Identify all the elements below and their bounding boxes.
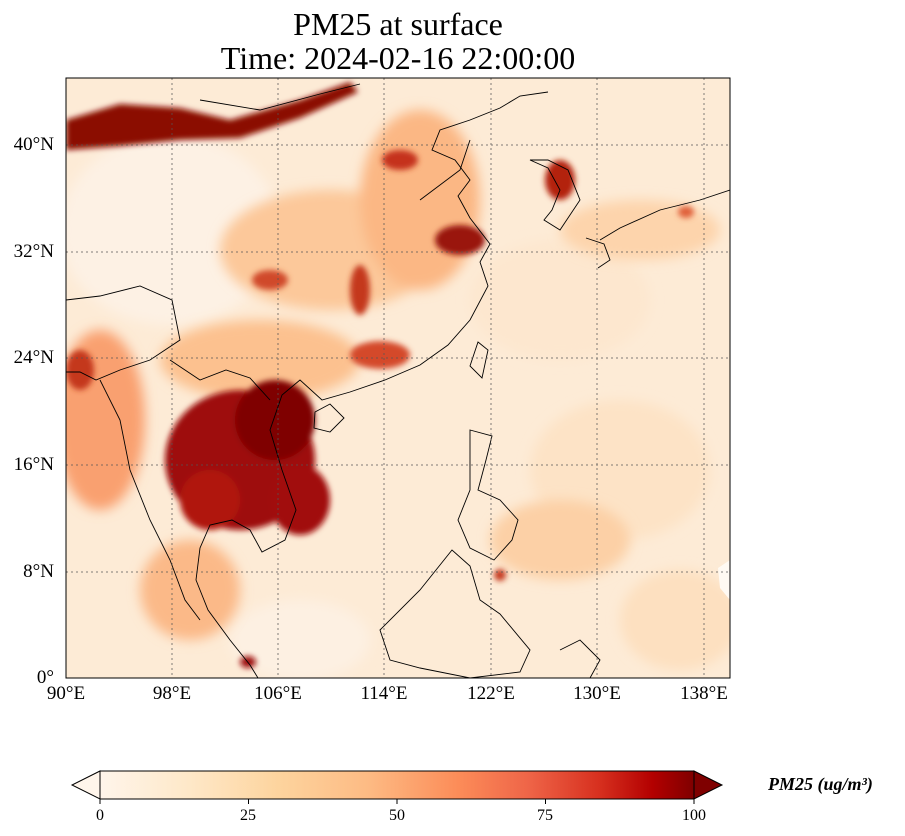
lat-label-40: 40°N <box>13 134 54 155</box>
lon-label-122: 122°E <box>467 683 515 704</box>
colorbar-label-50: 50 <box>389 807 405 824</box>
colorbar-label-0: 0 <box>96 807 104 824</box>
colorbar <box>70 770 724 804</box>
colorbar-label-75: 75 <box>537 807 553 824</box>
no-data-patch <box>718 560 730 600</box>
lat-label-8: 8°N <box>23 561 54 582</box>
pm25-field <box>66 78 730 678</box>
colorbar-extend-high <box>693 770 724 800</box>
lat-label-16: 16°N <box>13 454 54 475</box>
lon-label-114: 114°E <box>360 683 408 704</box>
gridlines <box>66 78 730 678</box>
lon-label-138: 138°E <box>680 683 728 704</box>
lat-label-0: 0° <box>36 667 54 688</box>
lon-label-90: 90°E <box>46 683 86 704</box>
colorbar-label-100: 100 <box>682 807 706 824</box>
lon-label-130: 130°E <box>573 683 621 704</box>
lon-label-106: 106°E <box>254 683 302 704</box>
lat-label-32: 32°N <box>13 241 54 262</box>
lon-label-98: 98°E <box>152 683 192 704</box>
colorbar-gradient <box>100 771 694 799</box>
colorbar-label-25: 25 <box>240 807 256 824</box>
map-time-subtitle: Time: 2024-02-16 22:00:00 <box>220 40 576 76</box>
map-title: PM25 at surface <box>293 6 503 42</box>
colorbar-units-label: PM25 (ug/m³) <box>768 774 873 794</box>
colorbar-extend-low <box>70 770 101 800</box>
lat-label-24: 24°N <box>13 347 54 368</box>
map-frame <box>65 77 731 679</box>
light-areas <box>66 135 730 678</box>
coastlines <box>66 83 730 678</box>
